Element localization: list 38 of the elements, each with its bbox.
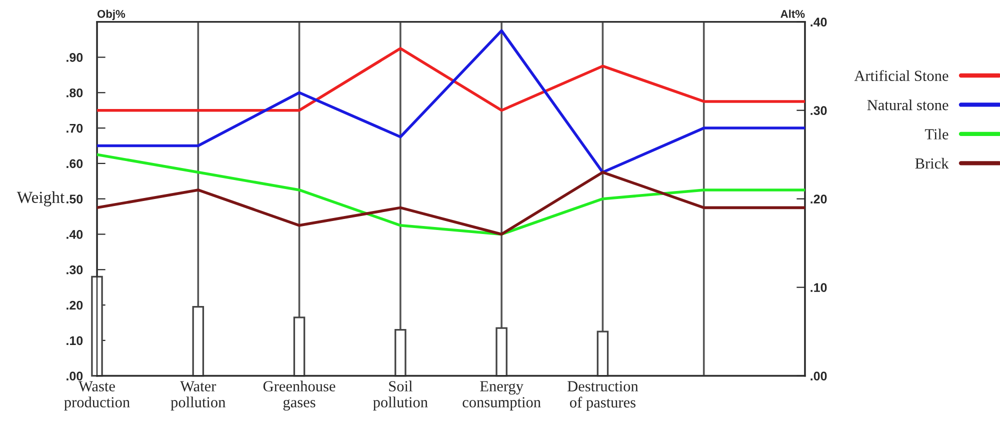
line-series	[97, 153, 805, 236]
x-tick-label: Greenhouse gases	[263, 380, 336, 411]
bar	[91, 276, 103, 377]
line-series	[97, 29, 805, 174]
y-tick-label: .70	[66, 124, 83, 133]
legend-label: Artificial Stone	[854, 70, 948, 81]
y2-tick-label: .20	[810, 194, 827, 204]
y-tick-label: .50	[66, 194, 83, 204]
text: Obj%	[97, 10, 126, 20]
legend-label: Brick	[915, 158, 949, 169]
y2-tick-label: .30	[810, 106, 827, 116]
y2-tick-label: .40	[810, 18, 827, 26]
legend-label: Natural stone	[867, 99, 948, 110]
bar	[496, 327, 508, 377]
y2-axis-title: Alt%	[780, 10, 805, 18]
bar	[293, 316, 306, 377]
line-series	[97, 47, 805, 112]
y-tick-label: .40	[66, 230, 83, 239]
x-tick-label: Energy consumption	[462, 381, 541, 411]
bar	[192, 306, 204, 377]
y-tick-label: .10	[66, 336, 83, 346]
y-tick-label: .00	[66, 372, 83, 380]
legend-label: Tile	[924, 128, 948, 140]
line-series	[97, 170, 805, 236]
x-tick-label: Water pollution	[170, 381, 226, 411]
x-tick-label: Destruction of pastures	[568, 381, 638, 411]
y-tick-label: .20	[66, 300, 83, 310]
y2-tick-label: .00	[810, 372, 827, 380]
y-tick-label: .60	[66, 159, 83, 168]
y-tick-label: .90	[66, 53, 83, 62]
y2-tick-label: .10	[810, 283, 827, 292]
x-tick-label: Soil pollution	[373, 380, 428, 411]
bar	[394, 328, 406, 377]
x-tick-label: Waste production	[64, 381, 130, 411]
y-axis-title: Weight	[16, 191, 64, 206]
bar	[596, 330, 609, 377]
y-tick-label: .80	[66, 88, 83, 98]
y-tick-label: .30	[66, 265, 83, 274]
